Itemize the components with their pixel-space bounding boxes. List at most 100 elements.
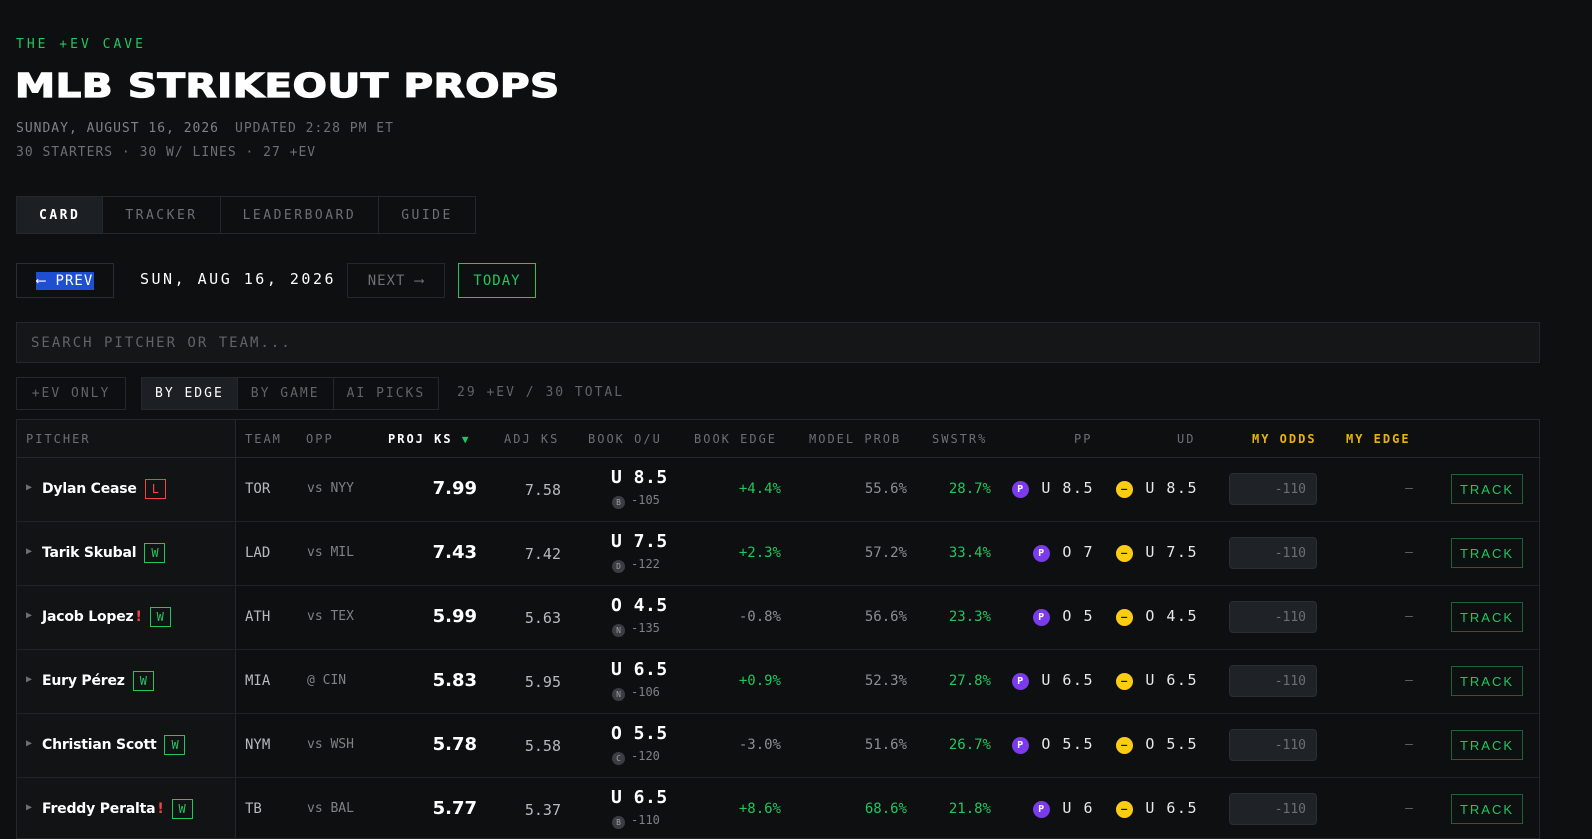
opp-cell: vs MIL	[307, 545, 354, 560]
book-line: O 5.5	[611, 723, 668, 744]
pitcher-cell[interactable]: Dylan Cease L	[42, 479, 166, 499]
book-line: U 7.5	[611, 531, 668, 552]
track-button[interactable]: TRACK	[1451, 474, 1523, 504]
my-odds-input[interactable]	[1229, 665, 1317, 697]
sort-segment: BY EDGE BY GAME AI PICKS	[141, 377, 440, 410]
col-team[interactable]: TEAM	[245, 432, 282, 446]
prev-day-button[interactable]: ⟵ PREV	[16, 263, 114, 298]
search-input[interactable]	[16, 322, 1540, 363]
sort-by-edge[interactable]: BY EDGE	[142, 378, 238, 409]
opp-cell: vs WSH	[307, 737, 354, 752]
ud-cell: — U 7.5	[1116, 543, 1198, 562]
hand-badge: W	[171, 799, 193, 819]
book-edge-cell: -0.8%	[738, 609, 781, 625]
underdog-icon: —	[1116, 609, 1134, 626]
today-button[interactable]: TODAY	[458, 263, 536, 298]
pitcher-cell[interactable]: Christian Scott W	[42, 735, 186, 755]
tab-card[interactable]: CARD	[17, 197, 104, 233]
underdog-icon: —	[1116, 545, 1134, 562]
my-edge-cell: —	[1405, 545, 1413, 560]
sportsbook-logo-icon: N	[612, 688, 625, 701]
pp-cell: P U 6	[1033, 799, 1094, 818]
col-pp[interactable]: PP	[1074, 432, 1093, 446]
ud-line: O 5.5	[1145, 735, 1198, 753]
table-row[interactable]: ▶ Christian Scott W NYM vs WSH 5.78 5.58 …	[17, 713, 1539, 778]
next-day-button[interactable]: NEXT ⟶	[347, 263, 445, 298]
pitcher-cell[interactable]: Jacob Lopez! W	[42, 607, 171, 627]
my-odds-input[interactable]	[1229, 793, 1317, 825]
col-proj-ks[interactable]: PROJ KS ▼	[388, 432, 470, 446]
sort-by-game[interactable]: BY GAME	[238, 378, 334, 409]
table-row[interactable]: ▶ Eury Pérez W MIA @ CIN 5.83 5.95 U 6.5 …	[17, 649, 1539, 714]
team-cell: LAD	[245, 545, 271, 561]
my-edge-cell: —	[1405, 673, 1413, 688]
adj-ks-cell: 7.42	[524, 545, 561, 563]
tab-tracker[interactable]: TRACKER	[103, 197, 221, 233]
page-date: SUNDAY, AUGUST 16, 2026	[16, 121, 220, 136]
updated-time: UPDATED 2:28 PM ET	[235, 121, 394, 136]
col-pitcher[interactable]: PITCHER	[26, 432, 91, 446]
expand-row-icon[interactable]: ▶	[26, 802, 33, 813]
table-row[interactable]: ▶ Jacob Lopez! W ATH vs TEX 5.99 5.63 O 4…	[17, 585, 1539, 650]
pp-cell: P U 8.5	[1012, 479, 1094, 498]
team-cell: MIA	[245, 673, 271, 689]
track-button[interactable]: TRACK	[1451, 538, 1523, 568]
pp-cell: P O 5	[1033, 607, 1094, 626]
pitcher-cell[interactable]: Freddy Peralta! W	[42, 799, 193, 819]
pp-cell: P O 7	[1033, 543, 1094, 562]
my-odds-input[interactable]	[1229, 473, 1317, 505]
col-my-edge[interactable]: MY EDGE	[1346, 432, 1411, 446]
underdog-icon: —	[1116, 737, 1134, 754]
my-odds-input[interactable]	[1229, 601, 1317, 633]
my-edge-cell: —	[1405, 609, 1413, 624]
my-odds-input[interactable]	[1229, 729, 1317, 761]
table-row[interactable]: ▶ Tarik Skubal W LAD vs MIL 7.43 7.42 U 7…	[17, 521, 1539, 586]
pitcher-cell[interactable]: Eury Pérez W	[42, 671, 154, 691]
expand-row-icon[interactable]: ▶	[26, 482, 33, 493]
col-opp[interactable]: OPP	[306, 432, 334, 446]
prizepicks-icon: P	[1012, 673, 1030, 690]
col-my-odds[interactable]: MY ODDS	[1252, 432, 1317, 446]
expand-row-icon[interactable]: ▶	[26, 738, 33, 749]
col-adj-ks[interactable]: ADJ KS	[504, 432, 560, 446]
current-date: SUN, AUG 16, 2026	[140, 270, 337, 288]
hand-badge: W	[149, 607, 171, 627]
track-button[interactable]: TRACK	[1451, 730, 1523, 760]
pp-line: U 6.5	[1041, 671, 1094, 689]
col-book-edge[interactable]: BOOK EDGE	[694, 432, 778, 446]
track-button[interactable]: TRACK	[1451, 666, 1523, 696]
book-odds-value: -122	[631, 557, 660, 571]
expand-row-icon[interactable]: ▶	[26, 546, 33, 557]
col-book-ou[interactable]: BOOK O/U	[588, 432, 662, 446]
track-button[interactable]: TRACK	[1451, 794, 1523, 824]
tab-guide[interactable]: GUIDE	[401, 207, 453, 223]
track-button[interactable]: TRACK	[1451, 602, 1523, 632]
pitcher-cell[interactable]: Tarik Skubal W	[42, 543, 166, 563]
ud-line: U 7.5	[1145, 543, 1198, 561]
tab-leaderboard[interactable]: LEADERBOARD	[221, 197, 380, 233]
adj-ks-cell: 5.95	[524, 673, 561, 691]
model-prob-cell: 68.6%	[864, 801, 907, 817]
expand-row-icon[interactable]: ▶	[26, 674, 33, 685]
my-odds-input[interactable]	[1229, 537, 1317, 569]
swstr-cell: 27.8%	[948, 673, 991, 689]
proj-ks-cell: 5.83	[432, 670, 477, 691]
table-row[interactable]: ▶ Freddy Peralta! W TB vs BAL 5.77 5.37 U…	[17, 777, 1539, 838]
book-edge-cell: -3.0%	[738, 737, 781, 753]
sort-ai-picks[interactable]: AI PICKS	[346, 386, 426, 401]
ev-only-toggle[interactable]: +EV ONLY	[16, 377, 126, 410]
book-odds-value: -105	[631, 493, 660, 507]
alert-icon: !	[157, 801, 164, 817]
table-row[interactable]: ▶ Dylan Cease L TOR vs NYY 7.99 7.58 U 8.…	[17, 457, 1539, 522]
pp-cell: P O 5.5	[1012, 735, 1094, 754]
col-swstr[interactable]: SWSTR%	[932, 432, 988, 446]
swstr-cell: 33.4%	[948, 545, 991, 561]
prizepicks-icon: P	[1033, 801, 1051, 818]
my-edge-cell: —	[1405, 481, 1413, 496]
col-ud[interactable]: UD	[1177, 432, 1196, 446]
expand-row-icon[interactable]: ▶	[26, 610, 33, 621]
proj-ks-cell: 7.43	[432, 542, 477, 563]
col-model-prob[interactable]: MODEL PROB	[809, 432, 902, 446]
hand-badge: W	[132, 671, 154, 691]
table-header: PITCHER TEAM OPP PROJ KS ▼ ADJ KS BOOK O…	[17, 420, 1539, 458]
